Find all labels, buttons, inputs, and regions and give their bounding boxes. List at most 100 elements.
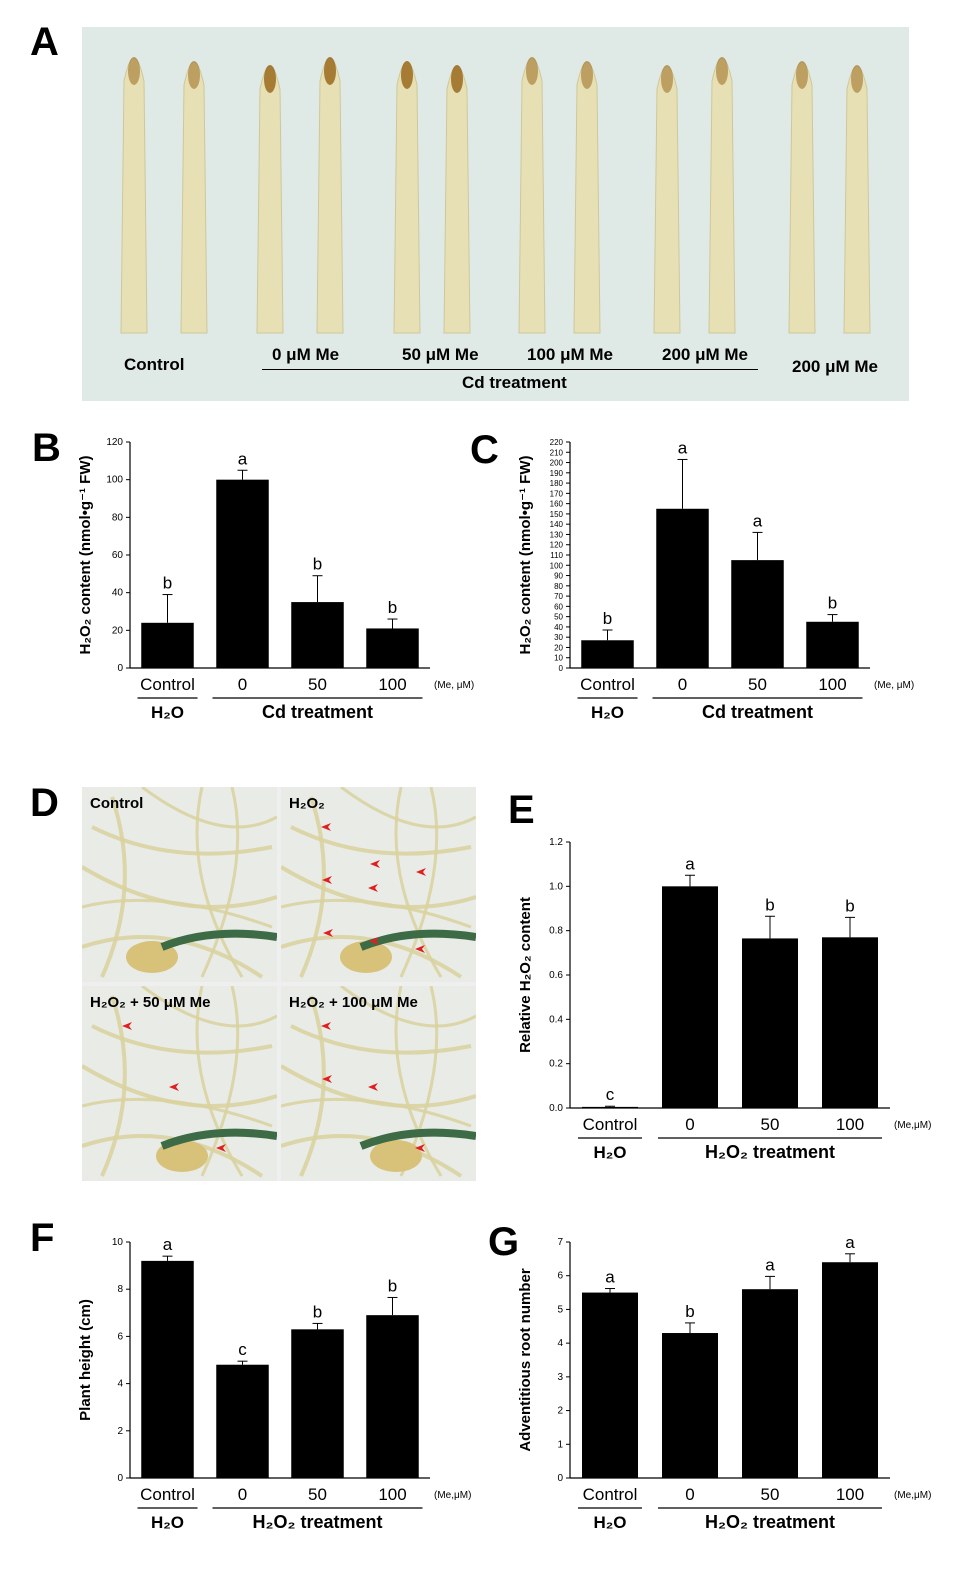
y-tick-label: 90 <box>554 572 563 581</box>
significance-letter: b <box>163 574 172 593</box>
seedling-drawing-h2o2-100-me <box>281 986 476 1178</box>
y-tick-label: 120 <box>106 437 123 448</box>
x-unit-label: (Me,μM) <box>894 1490 931 1501</box>
x-unit-label: (Me,μM) <box>894 1120 931 1131</box>
root-strand <box>141 787 277 829</box>
chart-panel-e: 0.0 0.2 0.4 0.6 0.8 1.0 1.2 Relative H₂O₂ conte… <box>517 837 931 1162</box>
significance-letter: b <box>313 1302 322 1321</box>
y-tick-label: 150 <box>550 510 564 519</box>
bar <box>291 1329 344 1478</box>
bar <box>582 1106 638 1108</box>
group-label-left: H₂O <box>591 703 624 722</box>
y-tick-label: 0.6 <box>549 970 563 981</box>
photo-label-h2o2-100-me: H₂O₂ + 100 μM Me <box>289 994 418 1011</box>
root-stain <box>128 57 140 85</box>
x-tick-label: 50 <box>761 1485 780 1504</box>
root-tips-drawing <box>120 57 871 334</box>
root-strand <box>290 825 472 856</box>
significance-letter: a <box>845 1233 855 1252</box>
x-tick-label: 0 <box>238 675 247 694</box>
root-tip <box>256 65 284 334</box>
significance-letter: b <box>828 594 837 613</box>
red-arrow <box>322 1075 332 1083</box>
x-tick-label: Control <box>140 675 195 694</box>
y-tick-label: 6 <box>117 1331 123 1342</box>
red-arrow <box>368 1083 378 1091</box>
bar <box>582 1292 638 1478</box>
significance-letter: b <box>845 896 854 915</box>
y-tick-label: 1.2 <box>549 837 563 848</box>
root-tip <box>788 61 816 334</box>
x-tick-label: 50 <box>748 675 767 694</box>
root-stain <box>324 57 336 85</box>
red-arrow <box>415 1144 425 1152</box>
root-tip <box>518 57 546 334</box>
bar <box>822 937 878 1108</box>
root-stain <box>401 61 413 89</box>
root-stain <box>716 57 728 85</box>
red-arrow <box>216 1144 226 1152</box>
bar <box>216 1364 269 1478</box>
seedling-drawing-h2o2-50-me <box>82 986 277 1178</box>
y-tick-label: 4 <box>557 1338 563 1349</box>
x-tick-label: 100 <box>378 675 406 694</box>
photo-label-control: Control <box>90 795 144 812</box>
y-tick-label: 1 <box>557 1439 563 1450</box>
panel-a-root-tips-photo: Control 0 μM Me 50 μM Me 100 μM Me 200 μ… <box>82 27 909 401</box>
y-axis-title: H₂O₂ content (nmol•g⁻¹ FW) <box>77 456 94 655</box>
y-tick-label: 7 <box>557 1237 563 1248</box>
panel-label-c: C <box>470 428 499 472</box>
y-tick-label: 2 <box>117 1426 123 1437</box>
x-tick-label: 0 <box>678 675 687 694</box>
group-label-right: H₂O₂ treatment <box>705 1142 835 1162</box>
panel-label-e: E <box>508 788 535 832</box>
significance-letter: a <box>238 449 248 468</box>
y-tick-label: 0 <box>117 663 123 674</box>
y-tick-label: 180 <box>550 479 564 488</box>
root-strand <box>399 787 439 978</box>
root-strand <box>195 787 244 978</box>
red-arrow <box>369 937 379 945</box>
bar <box>216 479 269 668</box>
label-200-me: 200 μM Me <box>792 357 878 376</box>
root-tip <box>443 65 471 334</box>
group-label-right: Cd treatment <box>262 702 373 722</box>
bar <box>656 508 709 668</box>
group-label-left: H₂O <box>151 1513 184 1532</box>
bar <box>366 628 419 668</box>
significance-letter: a <box>163 1235 173 1254</box>
x-unit-label: (Me, μM) <box>434 680 474 691</box>
red-arrow <box>415 945 425 953</box>
red-arrow <box>321 1022 331 1030</box>
x-tick-label: 100 <box>836 1115 864 1134</box>
cd-treatment-bracket <box>262 369 758 370</box>
root-strand <box>91 1024 273 1055</box>
root-strand <box>200 986 240 1177</box>
root-tip <box>708 57 736 334</box>
panel-label-d: D <box>30 781 59 825</box>
seed <box>340 941 392 973</box>
y-tick-label: 50 <box>554 613 563 622</box>
root-strand <box>394 787 443 978</box>
bar <box>366 1315 419 1478</box>
group-label-right: H₂O₂ treatment <box>705 1512 835 1532</box>
label-50-me: 50 μM Me <box>402 345 479 364</box>
photo-label-h2o2: H₂O₂ <box>289 795 325 812</box>
y-axis-title: Plant height (cm) <box>77 1299 94 1421</box>
root-strand <box>290 1024 472 1055</box>
significance-letter: c <box>606 1085 615 1104</box>
x-tick-label: 50 <box>308 1485 327 1504</box>
significance-letter: b <box>388 1276 397 1295</box>
y-tick-label: 60 <box>554 602 563 611</box>
seed <box>156 1140 208 1172</box>
x-unit-label: (Me, μM) <box>874 680 914 691</box>
red-arrow <box>416 868 426 876</box>
bar <box>141 1260 194 1478</box>
photo-label-h2o2-50-me: H₂O₂ + 50 μM Me <box>90 994 211 1011</box>
group-label-right: H₂O₂ treatment <box>252 1512 382 1532</box>
root-tip <box>653 65 681 334</box>
x-tick-label: 50 <box>308 675 327 694</box>
root-tip <box>573 61 601 334</box>
y-tick-label: 0 <box>117 1473 123 1484</box>
root-tip <box>843 65 871 334</box>
